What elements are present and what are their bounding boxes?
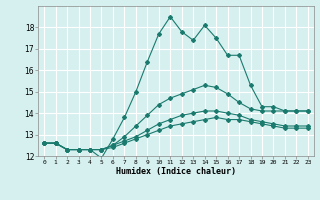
X-axis label: Humidex (Indice chaleur): Humidex (Indice chaleur) xyxy=(116,167,236,176)
